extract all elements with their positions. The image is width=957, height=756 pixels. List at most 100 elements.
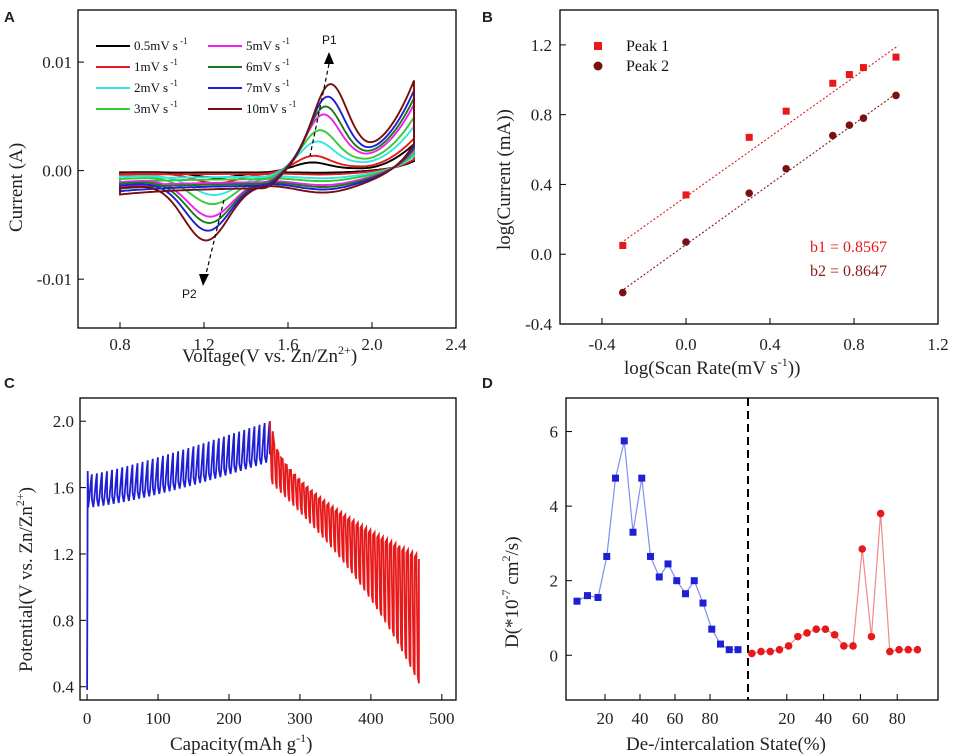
panel-b-scatter-chart: -0.4 0.0 0.4 0.8 1.2 -0.4 0.0 0.4 0.8 1.2 Peak 1 … <box>494 9 949 379</box>
legend-label: 0.5mV s -1 <box>134 36 188 53</box>
panel-letter-d: D <box>482 375 493 392</box>
panel-a-p2-arrow <box>199 274 209 286</box>
data-point-intercalation <box>858 545 867 553</box>
legend-marker-peak-1 <box>594 42 602 50</box>
cv-curve <box>119 113 415 206</box>
fit-line <box>620 45 899 244</box>
data-point-intercalation <box>876 509 885 518</box>
panel-a-ticks: 0.8 1.2 1.6 2.0 2.4 -0.01 0.00 0.01 <box>37 53 468 354</box>
x-tick-label: 60 <box>667 709 684 728</box>
y-tick-label: 2.0 <box>53 412 74 431</box>
data-point-peak-2 <box>828 131 837 140</box>
y-tick-label: 0.8 <box>53 611 74 630</box>
panel-d-ylabel: D(*10-7 cm2/s) <box>499 536 523 648</box>
y-tick-label: 4 <box>550 497 559 516</box>
y-tick-label: 0.01 <box>42 53 72 72</box>
panel-a-p1-label: P1 <box>322 33 337 47</box>
fit-line <box>620 91 899 292</box>
legend-label: 2mV s -1 <box>134 78 178 95</box>
x-tick-label: 500 <box>429 709 455 728</box>
data-point-intercalation <box>766 647 775 656</box>
discharge-curve <box>269 421 420 684</box>
panel-c-xlabel: Capacity(mAh g-1) <box>170 731 312 755</box>
data-point-peak-2 <box>782 164 790 173</box>
data-point-intercalation <box>840 642 848 650</box>
x-tick-label: 300 <box>287 709 313 728</box>
data-point-intercalation <box>895 645 903 654</box>
data-point-peak-1 <box>859 64 867 72</box>
data-point-deintercalation <box>664 560 672 568</box>
x-tick-label: 0.4 <box>759 335 781 354</box>
data-point-intercalation <box>904 645 913 654</box>
y-tick-label: 0.4 <box>53 678 75 697</box>
panel-a-p2-trend-line <box>205 199 225 275</box>
y-tick-label: 0.8 <box>531 106 552 125</box>
panel-b-ticks: -0.4 0.0 0.4 0.8 1.2 -0.4 0.0 0.4 0.8 1.2 <box>525 36 949 354</box>
data-point-intercalation <box>775 645 784 654</box>
data-point-peak-1 <box>682 191 690 199</box>
charge-curve <box>86 421 271 691</box>
panel-a-cv-chart: 0.8 1.2 1.6 2.0 2.4 -0.01 0.00 0.01 0.5mV s -1 1… <box>6 9 468 367</box>
data-point-deintercalation <box>594 593 602 601</box>
panel-a-curves <box>119 80 415 242</box>
y-tick-label: 1.2 <box>53 545 74 564</box>
panel-a-ylabel: Current (A) <box>6 143 27 232</box>
panel-b-points <box>618 53 900 297</box>
data-point-intercalation <box>867 632 876 641</box>
x-tick-label: 1.6 <box>277 335 298 354</box>
x-tick-label: 0.8 <box>843 335 864 354</box>
legend-label: 1mV s -1 <box>134 57 178 74</box>
data-point-deintercalation <box>725 646 733 654</box>
panel-a-xlabel: Voltage(V vs. Zn/Zn2+) <box>182 343 357 367</box>
legend-label: 7mV s -1 <box>246 78 290 95</box>
data-point-peak-2 <box>682 238 690 246</box>
x-tick-label: 1.2 <box>193 335 214 354</box>
data-point-deintercalation <box>673 577 681 585</box>
data-point-peak-2 <box>892 91 900 100</box>
data-point-deintercalation <box>629 528 637 536</box>
data-point-intercalation <box>913 645 922 654</box>
data-point-peak-2 <box>859 114 868 122</box>
data-point-intercalation <box>830 630 839 639</box>
data-point-deintercalation <box>717 640 724 648</box>
data-point-intercalation <box>784 642 793 650</box>
x-tick-label: 400 <box>358 709 384 728</box>
data-point-deintercalation <box>699 599 707 607</box>
data-point-peak-2 <box>745 189 754 197</box>
data-point-intercalation <box>803 629 811 637</box>
data-point-deintercalation <box>647 552 654 560</box>
data-point-deintercalation <box>573 597 581 605</box>
data-point-deintercalation <box>612 474 619 482</box>
x-tick-label: -0.4 <box>589 335 616 354</box>
panel-letter-c: C <box>4 375 15 392</box>
cv-curve <box>119 80 415 242</box>
y-tick-label: 1.2 <box>531 36 552 55</box>
data-point-intercalation <box>821 625 830 633</box>
x-tick-label: 80 <box>889 709 906 728</box>
data-point-peak-1 <box>782 107 790 115</box>
data-point-peak-1 <box>892 53 900 61</box>
y-tick-label: 2 <box>550 572 559 591</box>
panel-a-frame <box>77 9 457 329</box>
data-point-intercalation <box>812 625 821 633</box>
x-tick-label: 40 <box>815 709 832 728</box>
x-tick-label: 40 <box>632 709 649 728</box>
panel-a-p1-trend-line <box>309 63 330 157</box>
panel-b-ylabel: log(Current (mA)) <box>494 109 515 250</box>
panel-b-b1-label: b1 = 0.8567 <box>810 239 887 256</box>
panel-c-frame <box>79 397 457 701</box>
panel-b-frame <box>559 9 939 325</box>
data-point-intercalation <box>849 642 857 650</box>
y-tick-label: 6 <box>550 423 559 442</box>
data-point-deintercalation <box>708 625 716 633</box>
panel-d-ticks: 0 2 4 6 20 40 60 80 20 40 60 80 <box>550 423 906 728</box>
panel-c-ticks: 0 100 200 300 400 500 0.4 0.8 1.2 1.6 2.0 <box>53 412 455 728</box>
legend-marker-peak-2 <box>593 61 603 71</box>
data-point-deintercalation <box>638 474 646 482</box>
panel-c-gitt-chart: 0 100 200 300 400 500 0.4 0.8 1.2 1.6 2.0 Capacity… <box>13 397 457 755</box>
cv-curve <box>119 104 415 218</box>
data-point-peak-1 <box>619 242 627 249</box>
data-point-deintercalation <box>620 437 628 445</box>
data-point-deintercalation <box>655 573 663 581</box>
